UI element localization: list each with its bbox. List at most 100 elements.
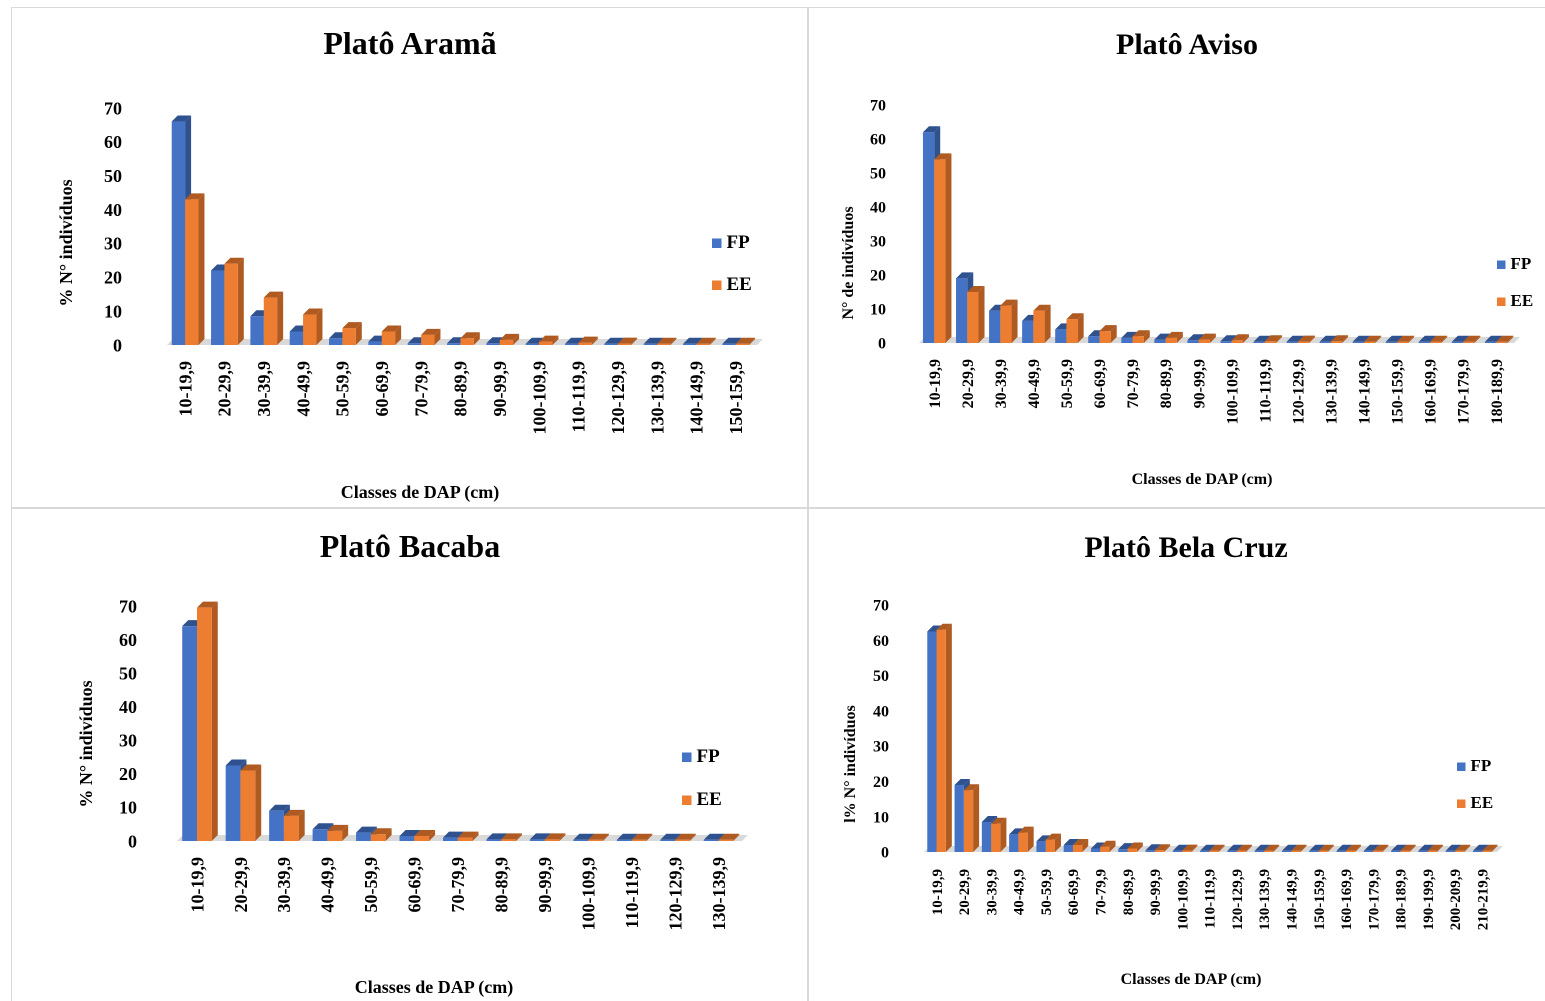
y-tick-label: 60 (104, 132, 122, 152)
legend-item-ee: EE (682, 789, 722, 810)
x-tick-label: 90-99,9 (1191, 359, 1208, 408)
y-tick-label: 30 (873, 739, 889, 756)
x-tick-label: 130-139,9 (647, 361, 667, 435)
x-tick-label: 170-179,9 (1456, 359, 1473, 424)
y-tick-label: 50 (873, 668, 889, 685)
legend-swatch (1497, 260, 1506, 269)
x-tick-label: 120-129,9 (608, 361, 628, 435)
x-tick-label: 60-69,9 (1066, 869, 1082, 915)
bar-ee (544, 833, 566, 841)
x-tick-label: 200-209,9 (1448, 869, 1464, 930)
legend-label: FP (1511, 254, 1532, 273)
bar-ee (185, 193, 205, 345)
panel-divider-vertical (807, 8, 809, 1001)
bar-ee (735, 337, 756, 345)
chart-panel-bacaba: Platô Bacaba % N° indivíduos 0 10 20 30 40 50 60… (12, 509, 807, 1001)
legend-swatch (682, 752, 692, 762)
bar-ee (1236, 844, 1252, 852)
bar-ee (303, 308, 323, 345)
x-tick-label: 110-119,9 (569, 361, 589, 433)
bar-ee (327, 824, 349, 841)
legend-item-ee: EE (1497, 291, 1533, 310)
bar-ee (1231, 334, 1249, 343)
bar-ee (1198, 333, 1216, 343)
x-tick-label: 170-179,9 (1366, 869, 1382, 930)
x-axis-label: Classes de DAP (cm) (1132, 471, 1273, 488)
y-tick-label: 30 (870, 234, 886, 251)
bar-ee (1072, 838, 1089, 852)
x-tick-label: 80-89,9 (492, 857, 512, 913)
x-tick-label: 70-79,9 (411, 361, 431, 417)
y-axis-label: N° de indivíduos (840, 206, 857, 319)
bar-ee (1066, 313, 1084, 343)
x-tick-label: 40-49,9 (293, 361, 313, 417)
x-tick-label: 150-159,9 (726, 361, 746, 435)
x-tick-label: 130-139,9 (709, 857, 729, 931)
y-tick-label: 70 (873, 598, 889, 615)
bar-ee (1496, 335, 1514, 343)
x-tick-label: 40-49,9 (1026, 359, 1043, 408)
x-tick-label: 210-219,9 (1476, 869, 1492, 930)
x-tick-label: 150-159,9 (1312, 869, 1328, 930)
y-tick-label: 60 (873, 633, 889, 650)
y-tick-label: 70 (870, 98, 886, 115)
bar-ee (1318, 844, 1334, 852)
bar-ee (1182, 844, 1198, 852)
x-tick-label: 80-89,9 (451, 361, 471, 417)
legend-swatch (682, 795, 692, 805)
x-tick-label: 50-59,9 (1039, 869, 1055, 915)
bar-ee (1400, 844, 1416, 852)
x-tick-label: 100-109,9 (578, 857, 598, 931)
x-tick-label: 140-149,9 (687, 361, 707, 435)
legend-label: FP (1471, 756, 1492, 775)
x-tick-label: 180-189,9 (1489, 359, 1506, 424)
y-tick-label: 0 (878, 336, 886, 353)
legend-swatch (712, 280, 722, 290)
x-tick-label: 90-99,9 (1148, 869, 1164, 915)
y-tick-label: 10 (104, 301, 122, 321)
legend-swatch (1457, 799, 1466, 808)
bar-ee (196, 601, 218, 841)
y-tick-label: 10 (873, 809, 889, 826)
y-tick-label: 0 (881, 845, 889, 862)
x-tick-label: 110-119,9 (1203, 869, 1219, 929)
chart-panel-aviso: Platô Aviso N° de indivíduos 0 10 20 30 40 50 60… (809, 8, 1545, 507)
x-tick-label: 10-19,9 (930, 869, 946, 915)
bar-ee (1330, 335, 1349, 343)
bar-ee (499, 333, 520, 345)
x-tick-label: 100-109,9 (529, 361, 549, 435)
x-axis-label: Classes de DAP (cm) (1121, 971, 1262, 988)
x-tick-label: 90-99,9 (535, 857, 555, 913)
x-tick-label: 80-89,9 (1158, 359, 1175, 408)
bar-ee (1100, 840, 1116, 852)
x-tick-label: 130-139,9 (1257, 869, 1273, 930)
y-tick-label: 20 (119, 764, 137, 784)
bar-ee (381, 325, 402, 345)
y-tick-label: 40 (870, 200, 886, 217)
bar-ee (1000, 299, 1018, 343)
bar-ee (1132, 330, 1150, 343)
legend-label: EE (1471, 793, 1494, 812)
legend-label: EE (1511, 291, 1534, 310)
bar-ee (1427, 844, 1443, 852)
x-tick-label: 180-189,9 (1394, 869, 1410, 930)
bar-ee (963, 784, 980, 852)
x-tick-label: 50-59,9 (361, 857, 381, 913)
chart-bela-cruz: Platô Bela Cruz l% N° indivíduos 0 10 20 30 40… (842, 531, 1503, 988)
y-tick-label: 30 (104, 234, 122, 254)
legend-item-ee: EE (712, 274, 752, 295)
legend-item-ee: EE (1457, 793, 1493, 812)
x-tick-label: 70-79,9 (448, 857, 468, 913)
bar-ee (1363, 335, 1382, 343)
chart-bacaba: Platô Bacaba % N° indivíduos 0 10 20 30 40 50 60… (76, 528, 748, 998)
panel-divider-horizontal (12, 507, 1545, 509)
x-tick-label: 190-199,9 (1421, 869, 1437, 930)
y-tick-label: 60 (119, 630, 137, 650)
bar-ee (1297, 335, 1316, 343)
x-tick-label: 160-169,9 (1339, 869, 1355, 930)
x-tick-label: 30-39,9 (254, 361, 274, 417)
bar-ee (718, 833, 740, 841)
y-tick-label: 40 (873, 703, 889, 720)
bar-ee (588, 833, 609, 841)
bar-ee (1154, 844, 1171, 852)
